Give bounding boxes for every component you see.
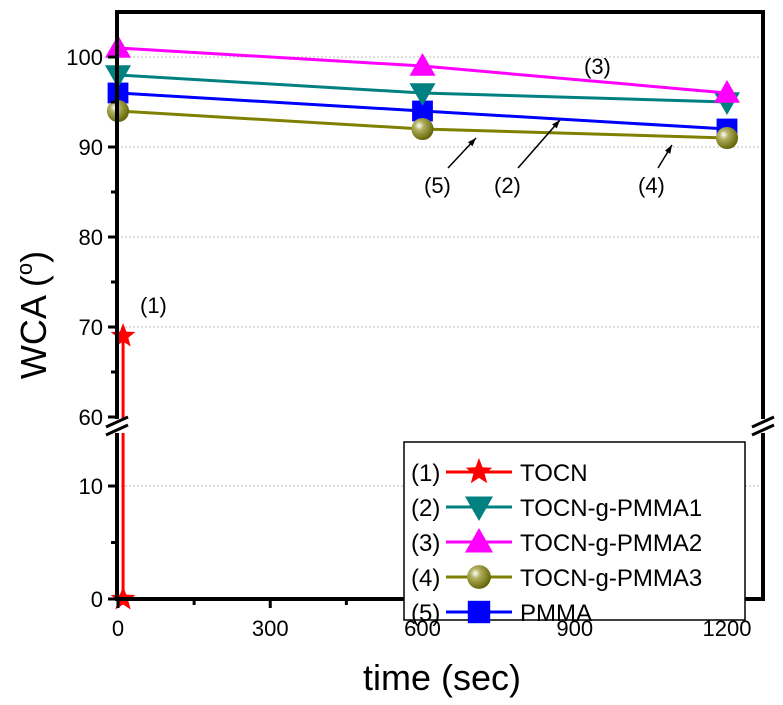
legend-id: (4) — [411, 565, 440, 592]
data-point-pmma — [412, 100, 433, 122]
data-point-tocn-g-pmma3 — [715, 126, 739, 150]
legend-id: (1) — [411, 460, 440, 487]
legend-marker-pmma — [467, 600, 491, 624]
legend-id: (2) — [411, 495, 440, 522]
axis-break-mark — [751, 415, 775, 429]
y-tick-label: 90 — [79, 135, 103, 160]
axis-break-mark — [751, 423, 775, 437]
data-point-tocn-g-pmma1 — [409, 83, 436, 106]
x-tick-label: 0 — [112, 616, 124, 641]
legend-marker-tocn-g-pmma2 — [465, 528, 493, 553]
data-point-tocn — [110, 323, 136, 347]
y-tick-label: 80 — [79, 225, 103, 250]
legend-marker-tocn-g-pmma1 — [465, 496, 493, 521]
data-point-tocn-g-pmma3 — [411, 117, 434, 141]
y-tick-label: 100 — [66, 45, 103, 70]
arrow-head — [552, 120, 560, 129]
legend-id: (3) — [411, 530, 440, 557]
data-point-tocn-g-pmma2 — [409, 53, 436, 76]
legend-label: TOCN — [520, 460, 588, 487]
data-point-tocn-g-pmma2 — [714, 80, 740, 103]
axis-break-gap — [107, 419, 127, 433]
x-tick-label: 300 — [252, 616, 289, 641]
legend-marker-tocn-g-pmma3 — [467, 565, 491, 589]
axis-break-gap — [753, 419, 773, 433]
legend-label: TOCN-g-PMMA2 — [520, 530, 702, 557]
annotation-label: (3) — [584, 54, 611, 79]
x-axis-label: time (sec) — [363, 657, 521, 698]
legend-label: TOCN-g-PMMA3 — [520, 565, 702, 592]
legend-id: (5) — [411, 600, 440, 627]
y-tick-label: 60 — [79, 405, 103, 430]
arrow-head — [467, 138, 476, 147]
annotation-label: (2) — [494, 173, 521, 198]
y-tick-label: 0 — [91, 587, 103, 612]
annotation-label: (5) — [424, 173, 451, 198]
annotation-label: (4) — [638, 173, 665, 198]
arrow-head — [664, 145, 672, 154]
axis-break-mark — [105, 423, 129, 437]
legend-marker-tocn — [465, 458, 493, 484]
y-tick-label: 10 — [79, 474, 103, 499]
y-axis-label: WCA (o) — [12, 251, 54, 379]
axis-break-mark — [105, 415, 129, 429]
legend-label: PMMA — [520, 600, 592, 627]
y-tick-label: 70 — [79, 315, 103, 340]
annotation-label: (1) — [140, 293, 167, 318]
legend-label: TOCN-g-PMMA1 — [520, 495, 702, 522]
annotation-arrow — [517, 119, 561, 169]
axis-frame-upper — [115, 10, 765, 420]
